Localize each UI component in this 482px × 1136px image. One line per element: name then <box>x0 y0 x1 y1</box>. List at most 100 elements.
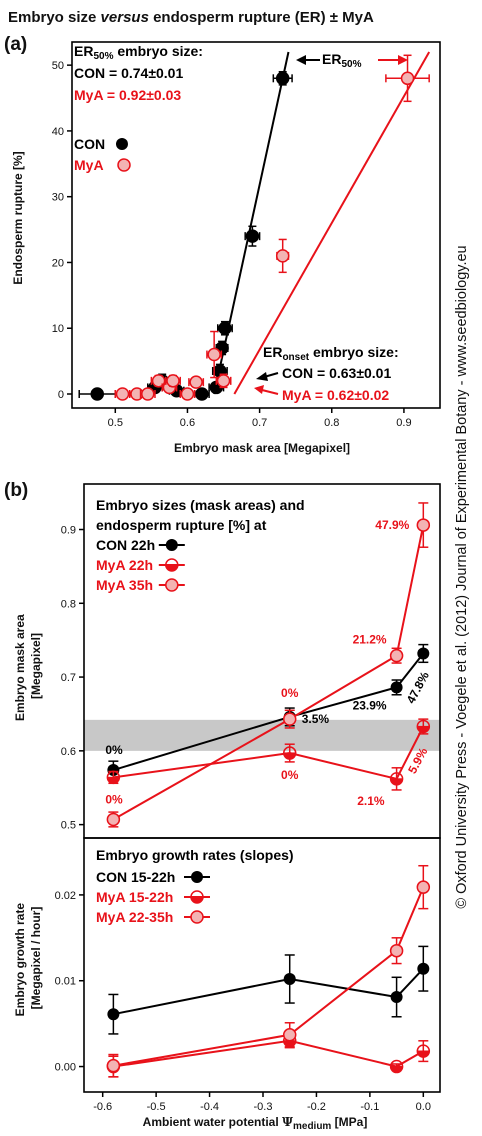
panel-b-top-y-tick-label: 0.7 <box>61 672 76 684</box>
x-label-sub: medium <box>293 1121 331 1132</box>
percentage-label: 0% <box>281 768 299 782</box>
x-label-part-1: Ambient water potential <box>143 1115 282 1129</box>
panel-b: (b) 0.50.60.70.80.9 0%3.5%23.9% 47.8%0%0%… <box>4 480 441 1132</box>
legend-top-line1: Embryo sizes (mask areas) and <box>96 497 305 513</box>
data-point-mya <box>115 387 130 401</box>
top-point-mya35 <box>106 812 121 827</box>
legend-label-1: MyA 15-22h <box>96 889 173 905</box>
panel-a-y-tick-label: 20 <box>52 257 64 269</box>
er50-arrow-sub: 50% <box>341 59 361 70</box>
legend-marker-mya22 <box>165 558 179 572</box>
top-point-con <box>390 681 403 694</box>
title-part-3: endosperm rupture (ER) ± MyA <box>149 9 374 26</box>
legend-label-1: MyA 22h <box>96 557 153 573</box>
bottom-point-mya35 <box>389 943 404 958</box>
data-point-con <box>245 229 260 243</box>
panel-b-x-tick-label: -0.4 <box>200 1101 219 1113</box>
panel-a-label: (a) <box>4 34 27 55</box>
bottom-line-0 <box>113 968 425 1016</box>
panel-b-top-y-tick-label: 0.5 <box>61 820 76 832</box>
bottom-point-mya35 <box>282 1028 297 1042</box>
top-point-con <box>417 647 430 660</box>
panel-b-bottom-y-tick-label: 0.01 <box>55 976 76 988</box>
legend-top-items: CON 22h MyA 22h MyA 35h <box>96 537 185 593</box>
panel-a-y-tick-label: 50 <box>52 60 64 72</box>
data-point-mya <box>166 374 180 388</box>
legend-mya-label: MyA <box>74 157 104 173</box>
legend-marker-con <box>165 539 178 551</box>
eronset-mya-value: MyA = 0.62±0.02 <box>282 387 389 403</box>
bottom-point-mya35 <box>106 1058 121 1073</box>
panel-b-bottom-y-label-line2: [Megapixel / hour] <box>29 907 43 1010</box>
er50-arrow-pre: ER <box>322 51 341 67</box>
percentage-label: 3.5% <box>302 712 330 726</box>
panel-a-x-tick-label: 0.9 <box>396 417 411 429</box>
top-point-mya22 <box>282 746 297 760</box>
panel-b-top-y-axis-label: Embryo mask area [Megapixel] <box>13 611 43 721</box>
panel-a-fit-line-con <box>213 51 290 395</box>
panel-a-y-tick-label: 40 <box>52 126 64 138</box>
legend-top-line2: endosperm rupture [%] at <box>96 517 267 533</box>
percentage-label: 23.9% <box>353 698 387 712</box>
panel-b-bottom-y-label-line1: Embryo growth rate <box>13 903 27 1017</box>
top-point-mya35 <box>416 518 431 532</box>
bottom-point-mya35 <box>416 880 431 894</box>
panel-a-x-tick-label: 0.7 <box>252 417 267 429</box>
panel-a-frame <box>71 41 441 409</box>
legend-label-2: MyA 35h <box>96 577 153 593</box>
data-point-con <box>218 321 232 335</box>
data-point-mya <box>141 387 155 401</box>
top-point-mya22 <box>106 770 121 785</box>
panel-b-bottom-y-tick-label: 0.02 <box>55 890 76 902</box>
panel-a-x-axis-label: Embryo mask area [Megapixel] <box>174 441 350 455</box>
eronset-title-post: embryo size: <box>309 344 398 360</box>
legend-con-marker <box>116 138 128 150</box>
bottom-point-con <box>390 991 403 1004</box>
er50-mya-value: MyA = 0.92±0.03 <box>74 87 181 103</box>
legend-label-0: CON 22h <box>96 537 155 553</box>
panel-b-x-tick-label: -0.2 <box>307 1101 326 1113</box>
panel-b-x-tick-label: -0.6 <box>93 1101 112 1113</box>
bottom-point-con <box>283 973 296 986</box>
data-point-con <box>195 387 209 401</box>
panel-a-y-tick-label: 10 <box>52 323 64 335</box>
panel-b-x-tick-label: -0.1 <box>360 1101 379 1113</box>
top-line-2 <box>112 524 425 821</box>
eronset-mya-arrow <box>254 385 279 395</box>
eronset-con-value: CON = 0.63±0.01 <box>282 365 391 381</box>
top-point-mya35 <box>282 712 297 726</box>
bottom-point-mya22 <box>416 1044 431 1058</box>
panel-b-top-y-tick-label: 0.6 <box>61 746 76 758</box>
eronset-title: ERonset embryo size: <box>263 344 399 363</box>
top-point-mya35 <box>389 648 404 663</box>
data-point-mya <box>180 387 195 401</box>
panel-a-fit-line-mya <box>233 51 431 395</box>
data-point-mya <box>216 374 231 388</box>
bottom-point-con <box>417 962 430 975</box>
panel-b-top-legend: Embryo sizes (mask areas) and endosperm … <box>96 497 305 593</box>
legend-con-label: CON <box>74 136 105 152</box>
percentage-label: 0% <box>105 743 123 757</box>
panel-a-y-tick-label: 30 <box>52 192 64 204</box>
data-point-mya <box>400 71 415 86</box>
bottom-line-2 <box>113 886 425 1067</box>
panel-b-x-axis-label: Ambient water potential Ψmedium [MPa] <box>143 1115 368 1132</box>
panel-b-bottom-axes: 0.00 0.01 0.02 -0.6 -0.5 -0.4 -0.3 -0.2 -0.1 0.0 <box>55 837 441 1113</box>
percentage-label: 0% <box>105 792 123 806</box>
legend-label-0: CON 15-22h <box>96 869 175 885</box>
percentage-label: 0% <box>281 686 299 700</box>
panel-b-top-y-label-line2: [Megapixel] <box>29 633 43 699</box>
legend-marker-con <box>191 871 203 883</box>
panel-a-x-tick-label: 0.5 <box>108 417 123 429</box>
data-point-mya <box>275 249 290 263</box>
copyright-side-text: © Oxford University Press - Voegele et a… <box>454 245 470 908</box>
panel-a-axes: 0.5 0.6 0.7 0.8 0.9 0 10 20 30 40 50 <box>52 41 441 429</box>
panel-a-points <box>78 54 430 401</box>
legend-label-2: MyA 22-35h <box>96 909 173 925</box>
eronset-title-pre: ER <box>263 344 282 360</box>
panel-a-x-tick-label: 0.6 <box>180 417 195 429</box>
data-point-con <box>275 71 290 86</box>
panel-b-x-tick-label: -0.3 <box>254 1101 273 1113</box>
panel-b-bottom-frame <box>83 837 441 1093</box>
